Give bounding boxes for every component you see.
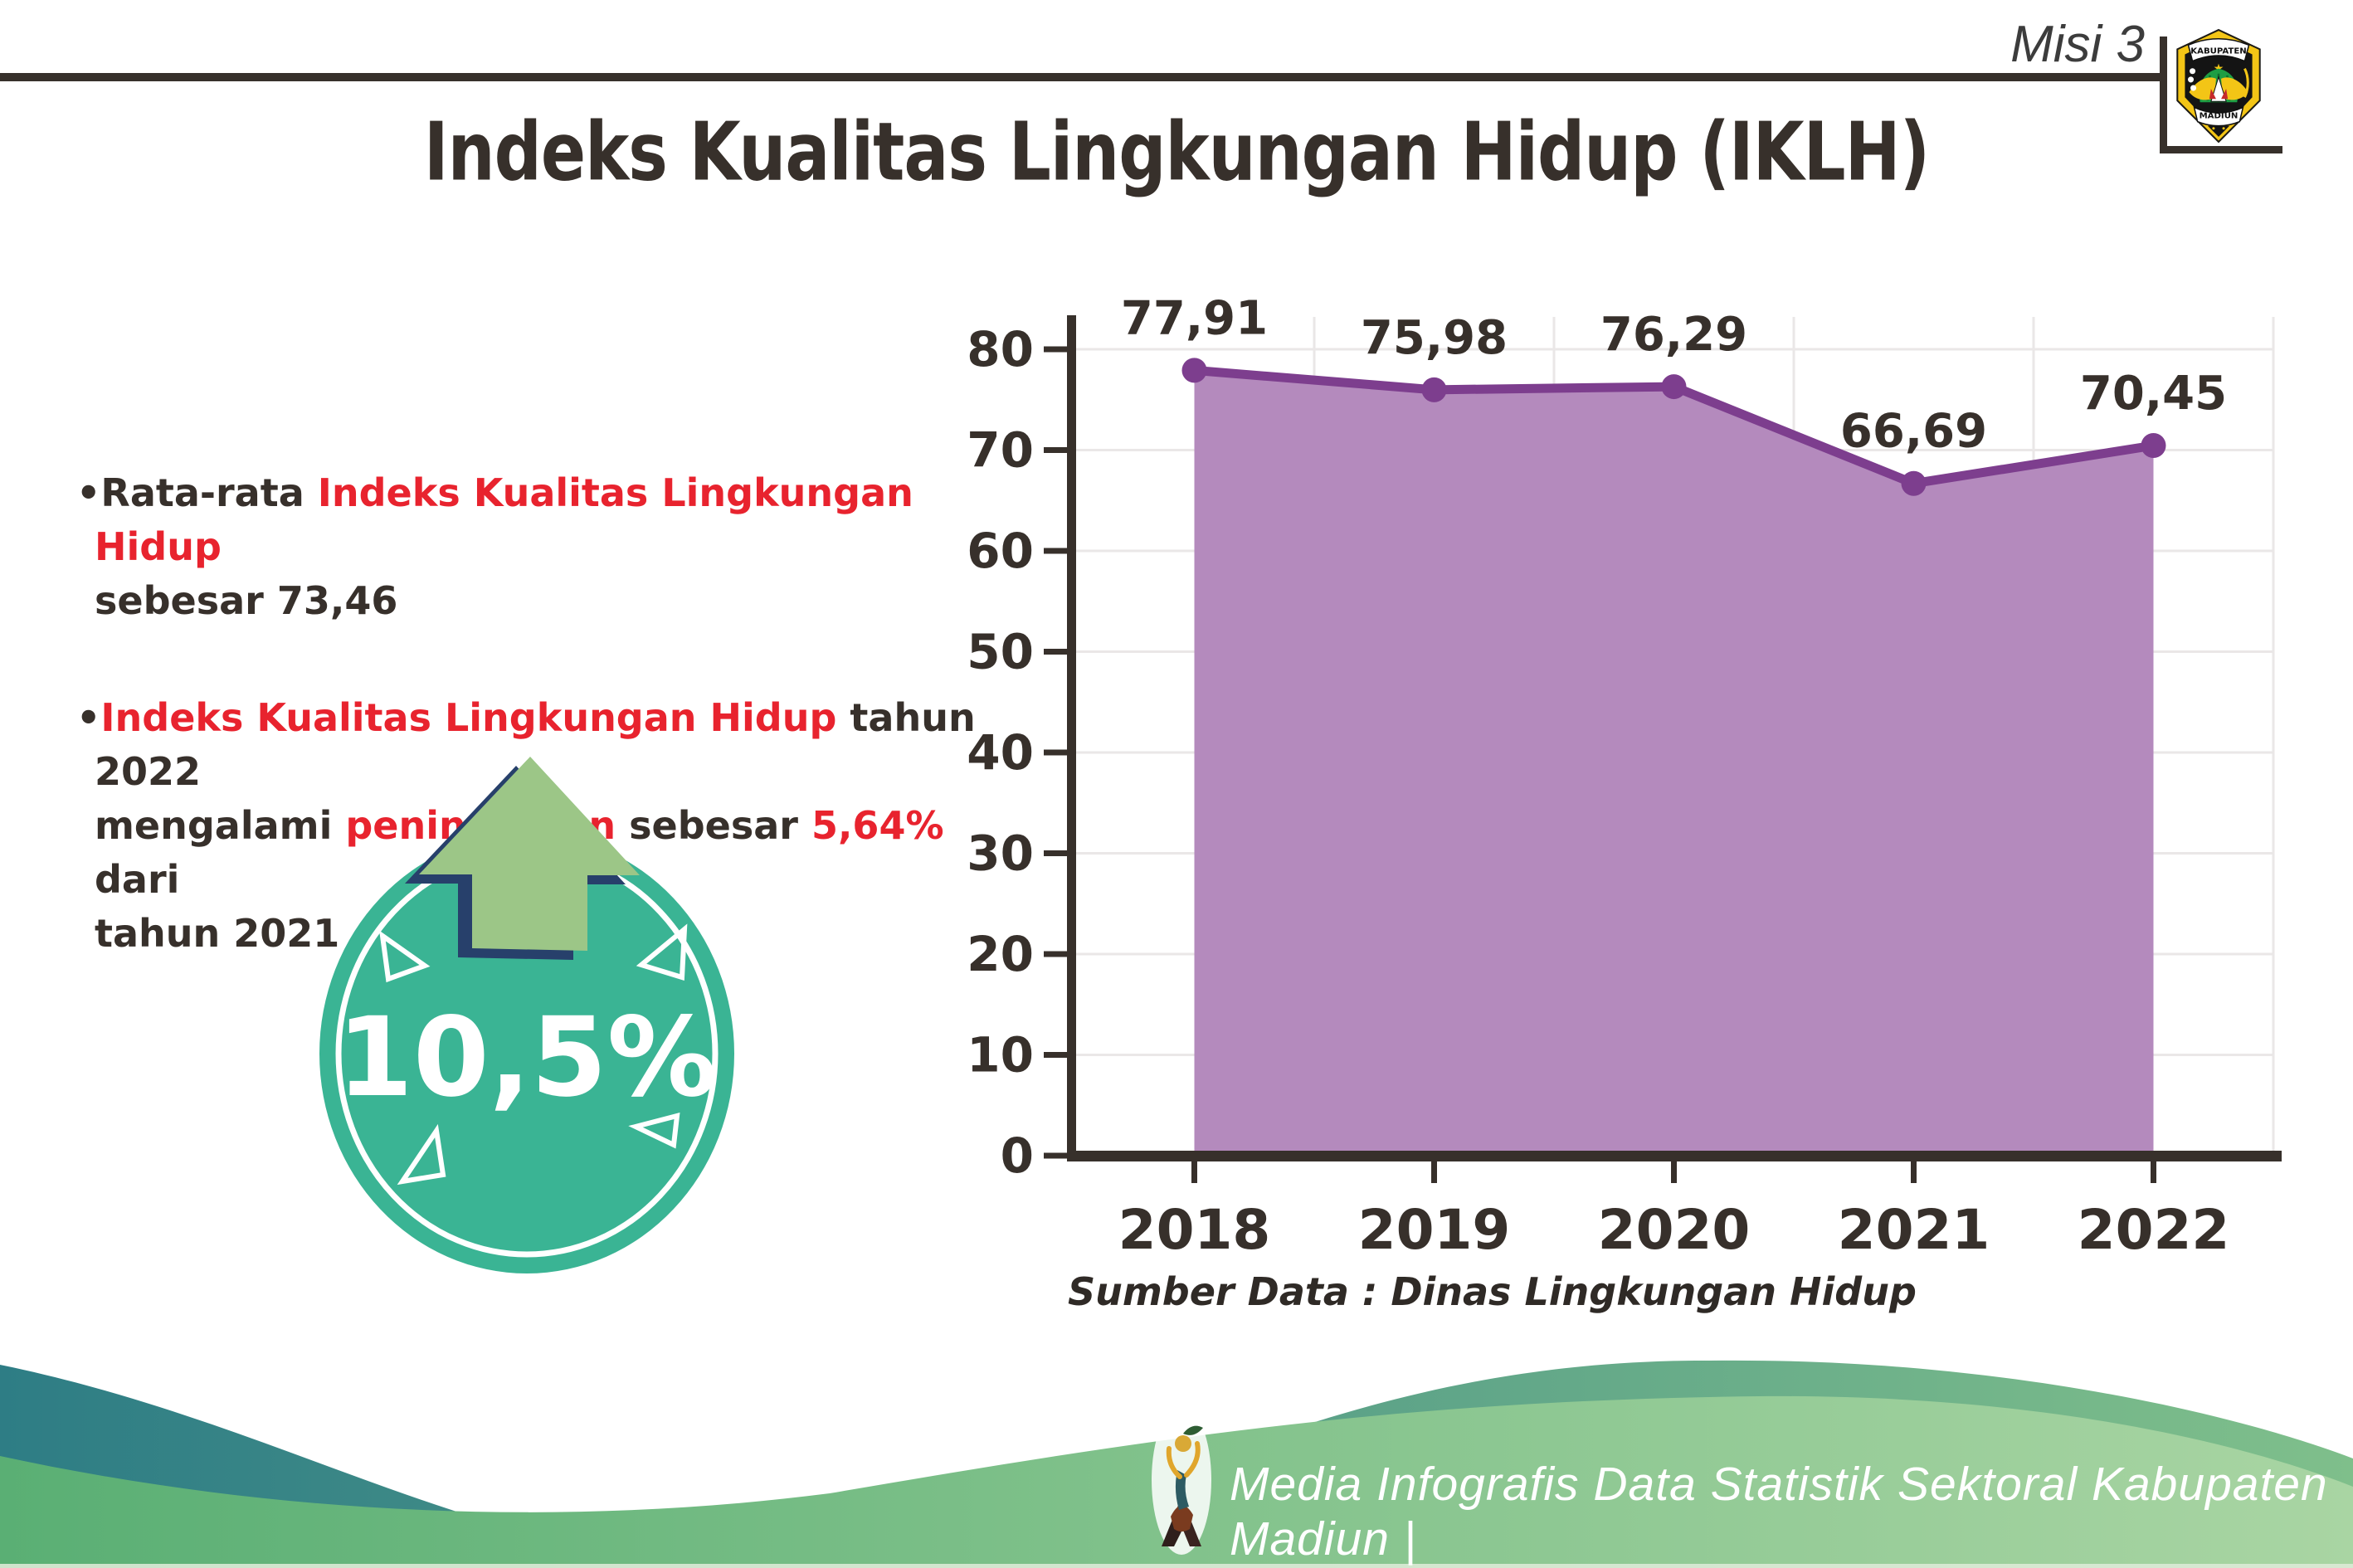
y-tick [1044, 548, 1067, 554]
logo-left-wing-icon [2189, 77, 2216, 100]
area-fill [1194, 370, 2154, 1151]
logo-top-banner-text: KABUPATEN [2190, 46, 2246, 56]
footer-wave-background [0, 1360, 2353, 1568]
badge-spark-icon [628, 1112, 680, 1149]
logo-bottom-banner-text: MADIUN [2200, 112, 2239, 121]
logo-right-wing-icon [2221, 77, 2248, 100]
badge-spark-icon [636, 923, 688, 981]
badge-spark-icon [379, 930, 431, 983]
logo-top-banner [2187, 38, 2250, 62]
data-label: 66,69 [1840, 405, 1987, 459]
x-axis [1067, 1151, 2282, 1161]
y-tick [1044, 749, 1067, 756]
x-tick-label: 2021 [1838, 1198, 1990, 1262]
y-tick-label: 70 [967, 422, 1034, 479]
y-tick-label: 60 [967, 523, 1034, 579]
bullet-item-average: •Rata-rata Indeks Kualitas Lingkungan Hi… [76, 470, 927, 623]
logo-corner-bracket-vertical [2160, 37, 2167, 153]
up-arrow-icon [419, 757, 640, 951]
logo-mountain-icon [2210, 75, 2227, 102]
y-tick [1044, 850, 1067, 856]
kabupaten-madiun-logo-icon: KABUPATEN ★ MADIUN [2176, 28, 2261, 144]
increase-badge: 10,5% [319, 757, 734, 1273]
y-tick [1044, 649, 1067, 655]
mascot-icon [1152, 1405, 1211, 1555]
y-tick [1044, 1152, 1067, 1159]
y-tick [1044, 951, 1067, 957]
x-tick [2151, 1161, 2156, 1183]
y-tick-label: 30 [967, 825, 1034, 882]
data-label: 76,29 [1600, 308, 1747, 362]
y-tick-label: 50 [967, 624, 1034, 680]
badge-spark-icon [397, 1123, 446, 1186]
gridline-h [1076, 348, 2273, 351]
data-label: 77,91 [1121, 291, 1268, 345]
badge-circle [319, 834, 734, 1273]
x-tick-label: 2020 [1598, 1198, 1751, 1262]
x-tick [1671, 1161, 1677, 1183]
x-tick [1911, 1161, 1917, 1183]
data-point [1661, 374, 1687, 400]
data-point [1421, 377, 1447, 402]
misi-label: Misi 3 [2010, 16, 2145, 73]
y-tick-label: 10 [967, 1027, 1034, 1083]
y-tick-label: 40 [967, 724, 1034, 781]
x-tick-label: 2019 [1358, 1198, 1511, 1262]
y-axis [1067, 315, 1076, 1161]
x-tick-label: 2018 [1118, 1198, 1271, 1262]
data-point [2141, 433, 2166, 459]
badge-percentage: 10,5% [337, 994, 717, 1122]
y-tick-label: 80 [967, 321, 1034, 377]
iklh-area-chart: 0 10 20 30 40 50 60 70 80 2018 77,91 2019 75,98 2020 7… [967, 291, 2282, 1262]
x-tick [1191, 1161, 1197, 1183]
logo-bottom-banner [2193, 106, 2244, 127]
y-tick [1044, 346, 1067, 353]
gridline-v [2272, 317, 2275, 1151]
y-tick-label: 20 [967, 926, 1034, 982]
y-tick [1044, 447, 1067, 453]
y-tick-label: 0 [1001, 1127, 1034, 1184]
data-label: 75,98 [1361, 311, 1508, 365]
footer-caption: Media Infografis Data Statistik Sektoral… [1230, 1458, 2328, 1566]
header-rule [0, 73, 2163, 81]
y-tick [1044, 1052, 1067, 1058]
data-point [1181, 358, 1207, 383]
x-tick [1431, 1161, 1437, 1183]
chart-source: Sumber Data : Dinas Lingkungan Hidup [1068, 1269, 1917, 1314]
data-point [1901, 470, 1927, 496]
x-tick-label: 2022 [2078, 1198, 2230, 1262]
data-label: 70,45 [2080, 367, 2227, 421]
page-title: Indeks Kualitas Lingkungan Hidup (IKLH) [423, 105, 1930, 199]
logo-corner-bracket-horizontal [2160, 146, 2282, 153]
